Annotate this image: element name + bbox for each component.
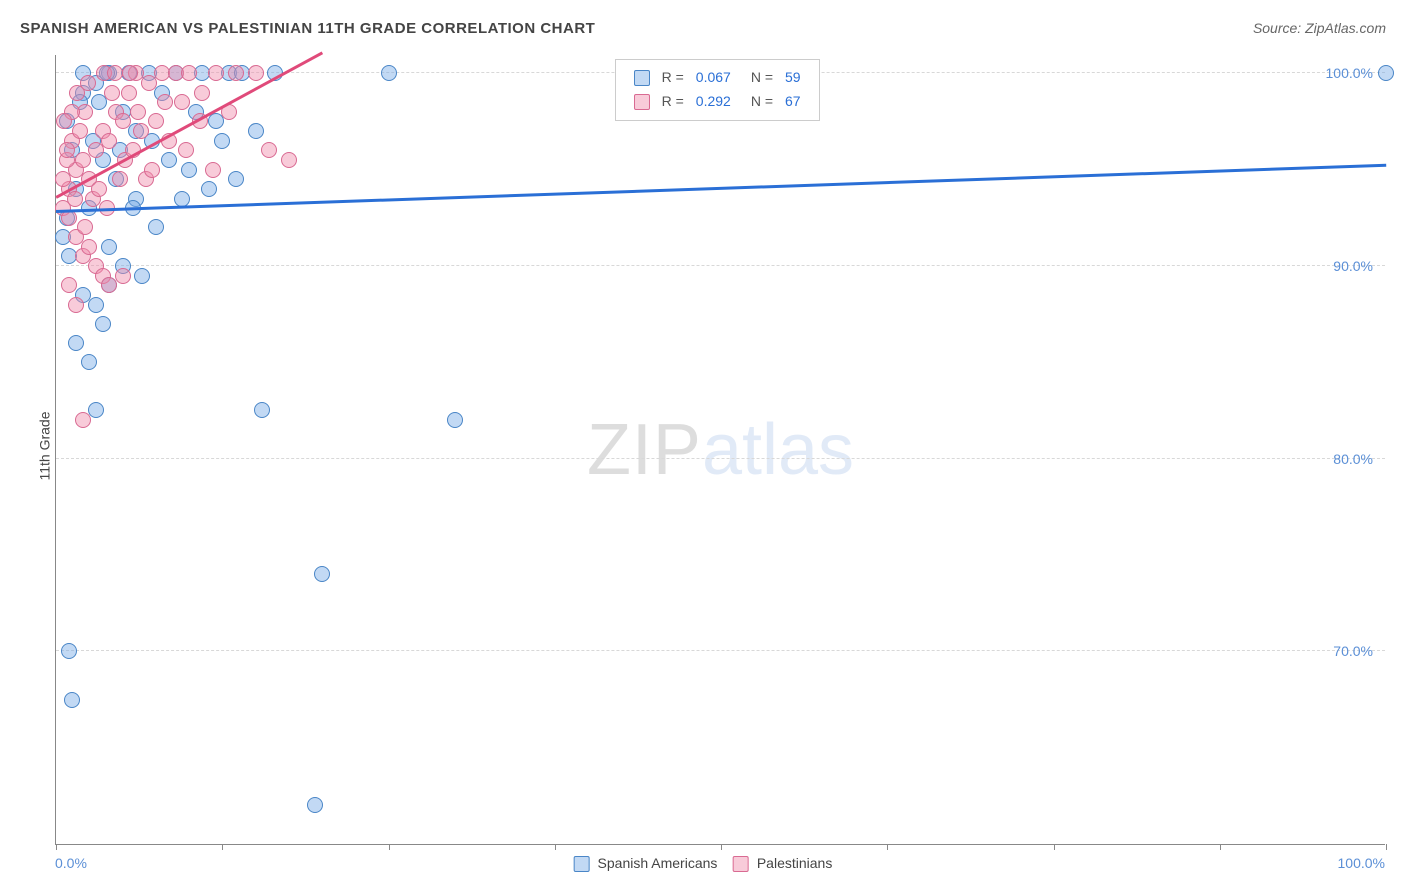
x-tick <box>389 844 390 850</box>
data-point <box>72 123 88 139</box>
data-point <box>381 65 397 81</box>
data-point <box>91 181 107 197</box>
gridline <box>56 458 1385 459</box>
data-point <box>205 162 221 178</box>
data-point <box>56 113 72 129</box>
x-tick-label: 0.0% <box>55 855 87 871</box>
y-axis-label: 11th Grade <box>37 411 53 480</box>
x-tick <box>887 844 888 850</box>
data-point <box>88 297 104 313</box>
watermark: ZIPatlas <box>587 409 854 491</box>
plot-area: ZIPatlas 70.0% 80.0% 90.0% 100.0% R =0.067N … <box>55 55 1385 845</box>
data-point <box>281 152 297 168</box>
x-tick <box>222 844 223 850</box>
x-tick <box>1054 844 1055 850</box>
gridline <box>56 650 1385 651</box>
watermark-zip: ZIP <box>587 410 702 490</box>
data-point <box>133 123 149 139</box>
legend-swatch <box>634 70 650 86</box>
x-tick <box>1220 844 1221 850</box>
data-point <box>201 181 217 197</box>
data-point <box>261 142 277 158</box>
data-point <box>112 171 128 187</box>
data-point <box>228 171 244 187</box>
data-point <box>447 412 463 428</box>
data-point <box>68 297 84 313</box>
data-point <box>307 797 323 813</box>
legend-swatch <box>733 856 749 872</box>
data-point <box>254 402 270 418</box>
data-point <box>248 123 264 139</box>
data-point <box>101 133 117 149</box>
series-legend: Spanish Americans Palestinians <box>574 855 833 872</box>
data-point <box>101 239 117 255</box>
data-point <box>104 85 120 101</box>
legend-swatch <box>634 94 650 110</box>
data-point <box>55 171 71 187</box>
x-tick <box>56 844 57 850</box>
y-tick-label: 70.0% <box>1333 643 1373 659</box>
chart-title: SPANISH AMERICAN VS PALESTINIAN 11TH GRA… <box>20 20 595 37</box>
data-point <box>64 692 80 708</box>
data-point <box>181 65 197 81</box>
data-point <box>121 85 137 101</box>
x-tick <box>555 844 556 850</box>
trend-line <box>56 163 1386 212</box>
x-tick-label: 100.0% <box>1338 855 1385 871</box>
data-point <box>61 643 77 659</box>
data-point <box>161 152 177 168</box>
data-point <box>214 133 230 149</box>
data-point <box>208 65 224 81</box>
data-point <box>194 85 210 101</box>
data-point <box>314 566 330 582</box>
y-tick-label: 90.0% <box>1333 258 1373 274</box>
source-attribution: Source: ZipAtlas.com <box>1253 20 1386 36</box>
data-point <box>67 191 83 207</box>
data-point <box>81 239 97 255</box>
legend-label: Spanish Americans <box>598 855 718 871</box>
legend-label: Palestinians <box>757 855 833 871</box>
y-tick-label: 100.0% <box>1326 65 1373 81</box>
data-point <box>122 65 138 81</box>
legend-swatch <box>574 856 590 872</box>
data-point <box>59 142 75 158</box>
data-point <box>134 268 150 284</box>
data-point <box>228 65 244 81</box>
correlation-legend: R =0.067N =59R =0.292N =67 <box>615 59 820 121</box>
data-point <box>144 162 160 178</box>
watermark-atlas: atlas <box>702 410 854 490</box>
data-point <box>68 335 84 351</box>
data-point <box>174 191 190 207</box>
data-point <box>107 65 123 81</box>
data-point <box>88 402 104 418</box>
data-point <box>80 75 96 91</box>
y-tick-label: 80.0% <box>1333 451 1373 467</box>
data-point <box>75 412 91 428</box>
data-point <box>115 113 131 129</box>
data-point <box>148 219 164 235</box>
data-point <box>157 94 173 110</box>
data-point <box>174 94 190 110</box>
data-point <box>148 113 164 129</box>
data-point <box>115 268 131 284</box>
data-point <box>95 316 111 332</box>
gridline <box>56 265 1385 266</box>
data-point <box>77 219 93 235</box>
data-point <box>81 354 97 370</box>
data-point <box>178 142 194 158</box>
data-point <box>1378 65 1394 81</box>
data-point <box>248 65 264 81</box>
data-point <box>61 277 77 293</box>
data-point <box>130 104 146 120</box>
x-tick <box>721 844 722 850</box>
x-tick <box>1386 844 1387 850</box>
data-point <box>181 162 197 178</box>
